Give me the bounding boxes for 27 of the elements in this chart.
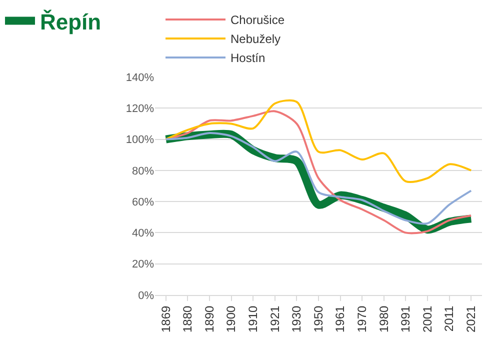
x-tick-label: 1980 — [376, 305, 391, 333]
x-tick-label: 1970 — [355, 305, 369, 333]
x-tick-label: 1880 — [180, 305, 195, 333]
x-tick-label: 1869 — [158, 305, 173, 333]
x-tick-label: 2011 — [442, 305, 456, 332]
x-tick-label: 1961 — [333, 305, 348, 333]
y-tick-label: 120% — [126, 102, 154, 115]
x-tick-label: 1991 — [398, 305, 413, 333]
y-tick-label: 60% — [132, 196, 154, 208]
y-tick-label: 40% — [132, 228, 154, 240]
y-tick-label: 100% — [126, 134, 154, 146]
y-tick-label: 80% — [132, 165, 154, 178]
legend-label: Řepín — [40, 9, 102, 34]
x-tick-label: 2001 — [420, 305, 434, 333]
x-tick-label: 1930 — [290, 305, 304, 333]
x-tick-label: 1890 — [202, 305, 216, 333]
x-tick-label: 2021 — [464, 305, 478, 333]
x-tick-label: 1910 — [246, 305, 260, 333]
x-tick-label: 1921 — [268, 305, 282, 333]
x-tick-label: 1950 — [311, 305, 326, 333]
legend-label: Nebužely — [230, 32, 281, 46]
y-tick-label: 20% — [132, 258, 154, 271]
x-tick-label: 1900 — [224, 305, 238, 333]
legend-label: Chorušice — [230, 13, 285, 28]
y-tick-label: 0% — [138, 290, 154, 302]
legend-label: Hostín — [230, 51, 266, 66]
y-tick-label: 140% — [126, 72, 154, 84]
